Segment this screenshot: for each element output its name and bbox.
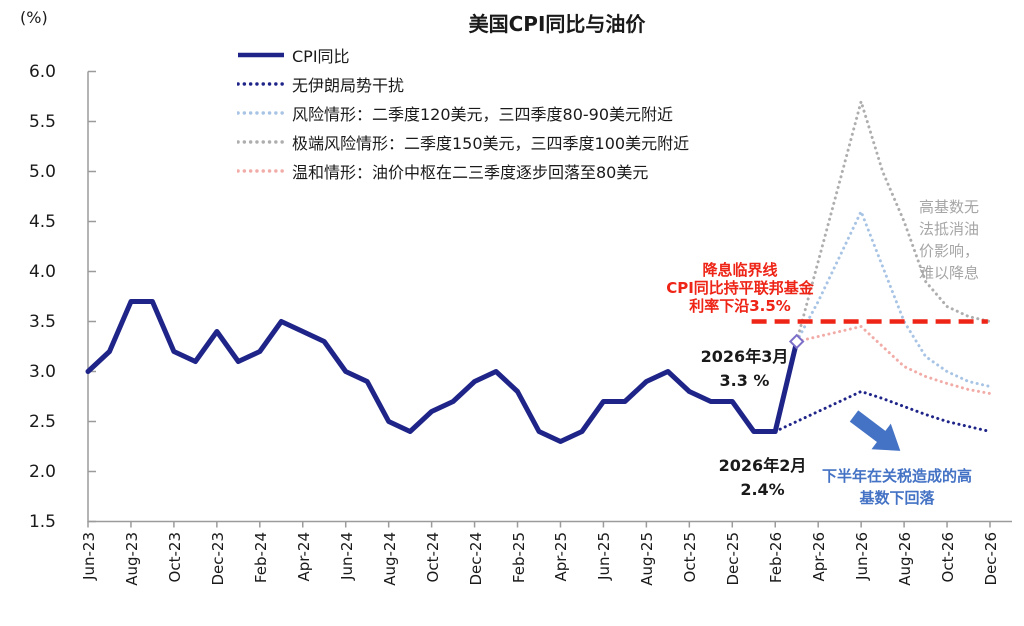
forecast-line-dotted <box>773 390 992 433</box>
annotation-feb-2026-value: 2026年2月 2.4% <box>718 456 807 499</box>
y-tick-label: 2.0 <box>28 461 56 482</box>
x-tick-label: Jun-26 <box>853 532 872 580</box>
end-point-diamond-marker <box>788 333 805 350</box>
forecast-line-dotted <box>795 325 992 395</box>
x-tick-label: Oct-24 <box>423 532 442 583</box>
legend-dotted-line-swatch <box>237 168 285 173</box>
x-tick-label: Dec-26 <box>982 532 1000 586</box>
legend-label: 无伊朗局势干扰 <box>292 75 405 95</box>
legend-label: 温和情形：油价中枢在二三季度逐步回落至80美元 <box>292 162 649 182</box>
x-tick-label: Aug-23 <box>122 532 141 586</box>
x-tick-label: Aug-26 <box>896 532 915 586</box>
legend-item: CPI同比 <box>237 40 689 69</box>
legend-item: 温和情形：油价中枢在二三季度逐步回落至80美元 <box>237 156 689 185</box>
x-tick-label: Apr-25 <box>552 532 571 582</box>
x-tick-label: Feb-25 <box>509 532 528 584</box>
x-tick-label: Jun-23 <box>80 532 98 580</box>
x-tick-label: Apr-24 <box>294 532 313 582</box>
x-tick-label: Jun-25 <box>595 532 614 580</box>
x-tick-label: Aug-24 <box>380 532 399 586</box>
forecast-line-dotted <box>795 100 992 343</box>
x-tick-label: Dec-24 <box>466 532 485 586</box>
legend-label: CPI同比 <box>292 46 350 66</box>
y-tick-label: 6.0 <box>28 61 56 82</box>
chart-title: 美国CPI同比与油价 <box>468 12 646 36</box>
arrow-down-right-icon <box>849 410 901 451</box>
legend-dotted-line-swatch <box>237 110 285 115</box>
y-tick-label: 5.0 <box>28 161 56 182</box>
legend-solid-line-swatch <box>238 52 284 57</box>
forecast-line-dotted <box>795 210 992 388</box>
x-tick-label: Feb-24 <box>251 532 270 584</box>
y-axis-unit-label: (%) <box>20 8 48 27</box>
legend-item: 极端风险情形：二季度150美元，三四季度100美元附近 <box>237 127 689 156</box>
y-tick-label: 3.0 <box>28 361 56 382</box>
legend-dotted-line-swatch <box>237 81 285 86</box>
cpi-actual-line <box>85 299 800 444</box>
x-tick-label: Apr-26 <box>810 532 829 582</box>
x-tick-label: Aug-25 <box>638 532 657 586</box>
legend-dotted-line-swatch <box>237 139 285 144</box>
annotation-rate-cut-threshold: 降息临界线 CPI同比持平联邦基金 利率下沿3.5% <box>666 261 814 315</box>
legend-item: 风险情形：二季度120美元，三四季度80-90美元附近 <box>237 98 689 127</box>
x-tick-label: Feb-26 <box>767 532 786 584</box>
x-tick-label: Dec-23 <box>208 532 227 586</box>
annotation-high-base-note: 高基数无 法抵消油 价影响， 难以降息 <box>919 198 980 282</box>
y-tick-label: 3.5 <box>28 311 56 332</box>
legend: CPI同比无伊朗局势干扰风险情形：二季度120美元，三四季度80-90美元附近极… <box>237 40 689 185</box>
x-tick-label: Dec-25 <box>724 532 743 586</box>
y-tick-label: 4.0 <box>28 261 56 282</box>
y-tick-label: 5.5 <box>28 111 56 132</box>
x-tick-label: Oct-25 <box>681 532 700 583</box>
x-tick-label: Jun-24 <box>337 532 356 580</box>
annotation-mar-2026-value: 2026年3月 3.3 % <box>700 347 789 390</box>
y-tick-label: 1.5 <box>28 511 56 532</box>
x-tick-label: Oct-26 <box>939 532 958 583</box>
x-tick-label: Oct-23 <box>165 532 184 583</box>
legend-item: 无伊朗局势干扰 <box>237 69 689 98</box>
legend-label: 极端风险情形：二季度150美元，三四季度100美元附近 <box>292 133 690 153</box>
y-tick-label: 4.5 <box>28 211 56 232</box>
annotation-tariff-note: 下半年在关税造成的高 基数下回落 <box>821 467 972 507</box>
y-tick-label: 2.5 <box>28 411 56 432</box>
legend-label: 风险情形：二季度120美元，三四季度80-90美元附近 <box>292 104 674 124</box>
